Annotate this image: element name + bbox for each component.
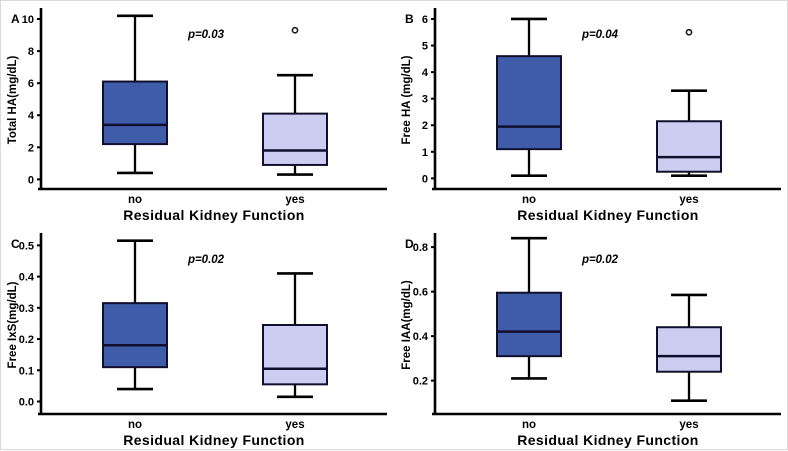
outlier-point [291, 26, 299, 34]
y-tick-label: 0.2 [413, 376, 428, 388]
iqr-box [262, 324, 328, 386]
y-tick-label: 0.6 [413, 287, 428, 299]
y-tick-label: 6 [422, 14, 428, 26]
x-axis-title: Residual Kidney Function [517, 207, 699, 223]
panel-b-chart: 0 1 2 3 4 5 6 Free HA (mg/dL) Bp=0.04 no yesResidu… [401, 8, 781, 223]
y-tick-label: 8 [28, 46, 34, 58]
y-tick-label: 0.8 [413, 242, 428, 254]
x-axis-title: Residual Kidney Function [123, 207, 305, 223]
box-group-yes [656, 28, 722, 178]
panel-letter: B [405, 12, 414, 26]
panel-letter: C [11, 237, 20, 251]
iqr-box [102, 302, 168, 369]
box-group-yes [262, 26, 328, 176]
y-tick-label: 2 [28, 142, 34, 154]
iqr-box [656, 326, 722, 373]
y-tick-label: 6 [28, 78, 34, 90]
p-value-label: p=0.04 [581, 29, 619, 41]
box-group-yes [262, 272, 328, 399]
category-label: yes [285, 419, 304, 431]
p-value-label: p=0.02 [187, 254, 225, 266]
iqr-box [496, 291, 562, 358]
panel-c-chart: 0.0 0.1 0.2 0.3 0.4 0.5 Free IxS(mg/dL) Cp=0.02… [7, 233, 387, 448]
box-group-no [496, 236, 562, 380]
y-axis-label: Total HA(mg/dL) [7, 56, 19, 145]
y-tick-label: 0 [28, 174, 34, 186]
y-tick-label: 2 [422, 120, 428, 132]
box-group-no [102, 239, 168, 391]
category-label: no [128, 419, 142, 431]
y-axis-label: Free IxS(mg/dL) [7, 281, 19, 368]
category-label: no [522, 419, 536, 431]
y-axis-label: Free HA (mg/dL) [401, 55, 413, 144]
panel-letter: D [405, 237, 414, 251]
x-axis-title: Residual Kidney Function [517, 432, 699, 448]
y-tick-label: 0.2 [19, 334, 34, 346]
panel-letter: A [11, 12, 20, 26]
y-tick-label: 0.4 [19, 272, 35, 284]
box-group-no [496, 17, 562, 178]
box-group-yes [656, 293, 722, 402]
y-tick-label: 5 [422, 41, 428, 53]
category-label: yes [679, 194, 698, 206]
y-tick-label: 4 [422, 67, 429, 79]
x-axis-title: Residual Kidney Function [123, 432, 305, 448]
panel-d-chart: 0.2 0.4 0.6 0.8 Free IAA(mg/dL) Dp=0.02 no yesR… [401, 233, 781, 448]
category-label: no [128, 194, 142, 206]
p-value-label: p=0.03 [187, 29, 225, 41]
iqr-box [262, 112, 328, 166]
y-tick-label: 0.3 [19, 303, 34, 315]
y-tick-label: 3 [422, 94, 428, 106]
y-tick-label: 4 [28, 110, 35, 122]
y-tick-label: 0.4 [413, 331, 429, 343]
iqr-box [656, 120, 722, 173]
y-tick-label: 1 [422, 147, 428, 159]
box-group-no [102, 14, 168, 175]
y-tick-label: 0 [422, 173, 428, 185]
panel-a-chart: 0 2 4 6 8 10 Total HA(mg/dL) Ap=0.03 no yesResidu… [7, 8, 387, 223]
category-label: yes [285, 194, 304, 206]
y-tick-label: 10 [22, 14, 34, 26]
p-value-label: p=0.02 [581, 254, 619, 266]
y-tick-label: 0.1 [19, 365, 34, 377]
category-label: yes [679, 419, 698, 431]
iqr-box [102, 80, 168, 146]
iqr-box [496, 55, 562, 151]
y-tick-label: 0.5 [19, 240, 34, 252]
outlier-point [685, 28, 693, 36]
category-label: no [522, 194, 536, 206]
y-axis-label: Free IAA(mg/dL) [401, 280, 413, 370]
y-tick-label: 0.0 [19, 397, 34, 409]
